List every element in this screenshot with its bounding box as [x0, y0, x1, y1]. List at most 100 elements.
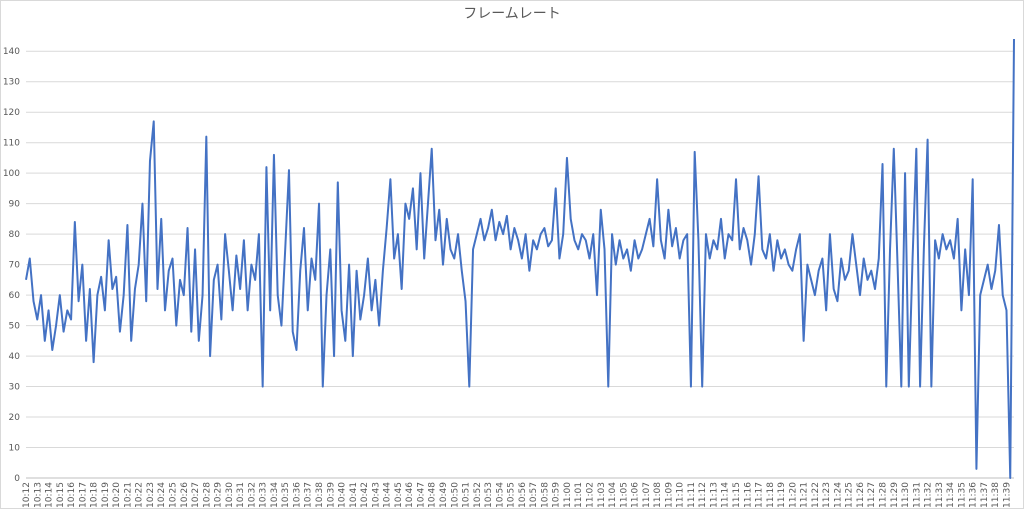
x-tick-label: 10:38: [315, 482, 325, 508]
x-tick-label: 11:33: [935, 482, 945, 508]
x-tick-label: 10:25: [169, 482, 179, 508]
x-tick-label: 11:13: [709, 482, 719, 508]
x-tick-label: 11:27: [867, 482, 877, 508]
x-tick-label: 10:23: [146, 482, 156, 508]
x-tick-label: 11:17: [755, 482, 765, 508]
x-tick-label: 10:53: [484, 482, 494, 508]
y-tick-label: 50: [9, 322, 21, 332]
x-tick-label: 11:09: [664, 482, 674, 508]
x-tick-label: 10:21: [123, 482, 133, 508]
chart-title: フレームレート: [463, 6, 561, 22]
x-tick-label: 11:24: [833, 482, 843, 508]
x-tick-label: 11:25: [845, 482, 855, 508]
y-tick-label: 30: [9, 383, 21, 393]
y-tick-label: 130: [3, 78, 20, 88]
x-tick-label: 11:26: [856, 482, 866, 508]
x-tick-label: 11:34: [946, 482, 956, 508]
x-tick-label: 11:30: [901, 482, 911, 508]
x-tick-label: 10:56: [518, 482, 528, 508]
y-tick-label: 140: [3, 47, 20, 57]
x-tick-label: 10:54: [495, 482, 505, 508]
y-tick-label: 90: [9, 200, 21, 210]
x-tick-label: 11:28: [879, 482, 889, 508]
x-tick-label: 10:37: [304, 482, 314, 508]
x-tick-label: 10:52: [473, 482, 483, 508]
x-tick-label: 11:05: [619, 482, 629, 508]
x-tick-label: 11:08: [653, 482, 663, 508]
x-tick-label: 10:29: [214, 482, 224, 508]
x-tick-label: 10:42: [360, 482, 370, 508]
x-tick-label: 10:16: [67, 482, 77, 508]
x-tick-label: 10:41: [349, 482, 359, 508]
x-tick-label: 10:51: [462, 482, 472, 508]
x-tick-label: 11:22: [811, 482, 821, 508]
x-tick-label: 10:17: [78, 482, 88, 508]
x-tick-label: 10:28: [202, 482, 212, 508]
x-tick-label: 11:10: [676, 482, 686, 508]
x-tick-label: 10:12: [22, 482, 32, 508]
x-tick-label: 10:39: [326, 482, 336, 508]
x-tick-label: 11:18: [766, 482, 776, 508]
x-tick-label: 11:36: [969, 482, 979, 508]
x-tick-label: 11:02: [585, 482, 595, 508]
x-tick-label: 11:12: [698, 482, 708, 508]
x-tick-label: 10:49: [439, 482, 449, 508]
x-tick-label: 11:29: [890, 482, 900, 508]
y-tick-label: 0: [14, 474, 20, 484]
x-tick-label: 11:03: [597, 482, 607, 508]
x-tick-label: 11:14: [721, 482, 731, 508]
x-tick-label: 10:47: [416, 482, 426, 508]
x-tick-label: 11:35: [957, 482, 967, 508]
x-tick-label: 10:13: [33, 482, 43, 508]
x-tick-label: 11:00: [563, 482, 573, 508]
x-tick-label: 11:11: [687, 482, 697, 508]
y-tick-label: 80: [9, 230, 21, 240]
x-tick-label: 10:26: [180, 482, 190, 508]
x-tick-label: 11:31: [912, 482, 922, 508]
x-tick-label: 11:23: [822, 482, 832, 508]
x-tick-label: 10:22: [135, 482, 145, 508]
y-tick-label: 60: [9, 291, 21, 301]
x-tick-label: 11:32: [924, 482, 934, 508]
x-tick-label: 10:30: [225, 482, 235, 508]
y-tick-label: 100: [3, 169, 20, 179]
x-tick-label: 10:59: [552, 482, 562, 508]
x-tick-label: 11:01: [574, 482, 584, 508]
x-tick-label: 10:36: [292, 482, 302, 508]
y-tick-label: 10: [9, 444, 21, 454]
x-tick-label: 10:45: [394, 482, 404, 508]
x-tick-label: 10:14: [45, 482, 55, 508]
x-tick-label: 10:48: [428, 482, 438, 508]
x-tick-label: 11:21: [800, 482, 810, 508]
x-tick-label: 11:15: [732, 482, 742, 508]
x-tick-label: 11:04: [608, 482, 618, 508]
x-tick-label: 10:33: [259, 482, 269, 508]
x-tick-label: 10:15: [56, 482, 66, 508]
x-tick-label: 10:27: [191, 482, 201, 508]
data-line: [25, 39, 1015, 479]
x-tick-label: 10:50: [450, 482, 460, 508]
x-tick-label: 10:20: [112, 482, 122, 508]
y-tick-label: 110: [3, 139, 20, 149]
x-tick-label: 11:06: [631, 482, 641, 508]
x-tick-label: 11:38: [991, 482, 1001, 508]
x-tick-label: 11:16: [743, 482, 753, 508]
x-tick-label: 10:24: [157, 482, 167, 508]
x-tick-label: 10:18: [90, 482, 100, 508]
x-tick-label: 10:19: [101, 482, 111, 508]
x-tick-label: 11:37: [980, 482, 990, 508]
y-tick-label: 70: [9, 261, 21, 271]
y-tick-label: 120: [3, 108, 20, 118]
x-tick-label: 10:40: [338, 482, 348, 508]
x-tick-label: 10:58: [540, 482, 550, 508]
x-tick-label: 10:46: [405, 482, 415, 508]
x-tick-label: 10:34: [270, 482, 280, 508]
y-tick-label: 20: [9, 413, 21, 423]
x-tick-label: 10:35: [281, 482, 291, 508]
y-tick-label: 40: [9, 352, 21, 362]
x-tick-label: 11:07: [642, 482, 652, 508]
x-tick-label: 11:20: [788, 482, 798, 508]
x-tick-label: 11:39: [1002, 482, 1012, 508]
